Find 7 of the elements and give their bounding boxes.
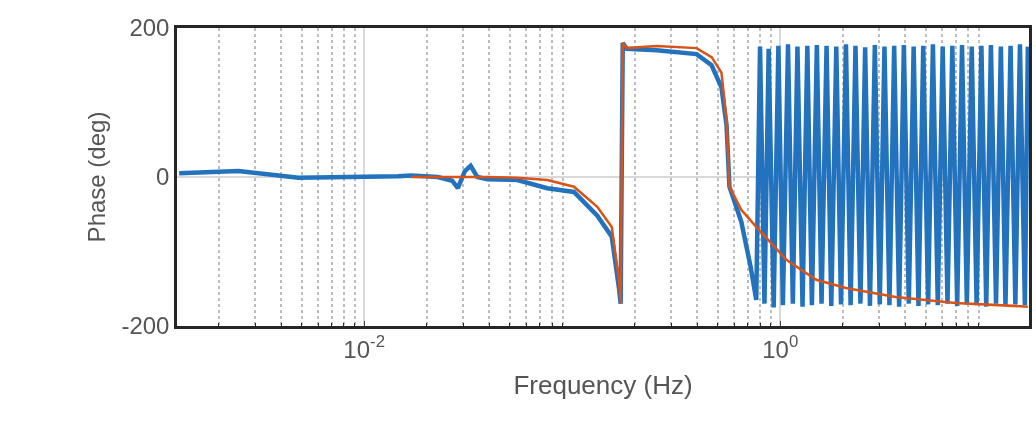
x-tick-label: 10$^{-2}$ bbox=[343, 332, 385, 363]
x-axis-title: Frequency (Hz) bbox=[513, 370, 693, 401]
y-tick-label: -200 bbox=[121, 312, 170, 340]
y-axis-title: Phase (deg) bbox=[82, 111, 110, 243]
y-tick-label: 200 bbox=[129, 14, 170, 42]
y-tick-label: 0 bbox=[156, 163, 170, 191]
x-tick-label: 10$^{0}$ bbox=[762, 332, 799, 363]
